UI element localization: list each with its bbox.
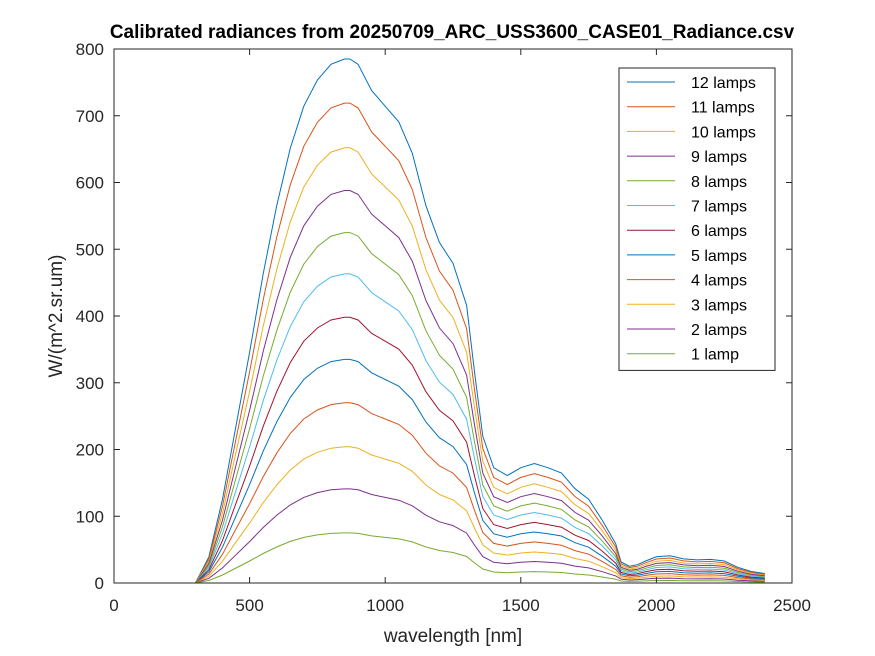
legend-entry-label: 12 lamps xyxy=(691,75,756,92)
legend-entry-label: 11 lamps xyxy=(691,100,755,117)
series-line-2 xyxy=(194,102,765,584)
y-tick-label: 700 xyxy=(76,107,104,126)
series-lines xyxy=(194,58,765,584)
y-ticks: 0 100 200 300 400 500 600 700 800 xyxy=(76,40,792,593)
legend-box xyxy=(618,67,776,371)
series-line-10 xyxy=(195,446,765,584)
x-tick-label: 0 xyxy=(109,596,118,615)
legend: 12 lamps 11 lamps 10 lamps 9 lamps 8 lamps 7 … xyxy=(618,67,776,371)
series-line-6 xyxy=(195,273,765,584)
series-line-7 xyxy=(195,316,765,584)
y-tick-label: 100 xyxy=(76,507,104,526)
legend-entry-label: 7 lamps xyxy=(691,199,747,216)
x-tick-label: 1500 xyxy=(502,596,540,615)
series-line-3 xyxy=(194,147,765,584)
legend-entry-label: 6 lamps xyxy=(691,223,747,240)
legend-entry-label: 3 lamps xyxy=(691,297,747,314)
x-tick-label: 2500 xyxy=(773,596,811,615)
y-tick-label: 0 xyxy=(95,574,104,593)
x-tick-label: 500 xyxy=(235,596,263,615)
series-line-1 xyxy=(194,58,765,584)
y-axis-label: W/(m^2.sr.um) xyxy=(46,255,67,378)
series-line-11 xyxy=(195,488,765,584)
legend-entry-label: 9 lamps xyxy=(691,149,747,166)
x-ticks: 0 500 1000 1500 2000 2500 xyxy=(109,49,811,615)
legend-entry-label: 4 lamps xyxy=(691,273,747,290)
y-tick-label: 300 xyxy=(76,374,104,393)
chart-title: Calibrated radiances from 20250709_ARC_U… xyxy=(110,22,795,43)
y-tick-label: 800 xyxy=(76,40,104,59)
series-line-12 xyxy=(195,532,765,584)
legend-entry-label: 8 lamps xyxy=(691,174,747,191)
series-line-5 xyxy=(195,232,765,584)
legend-entry-label: 1 lamp xyxy=(691,347,739,364)
series-line-9 xyxy=(195,402,765,584)
y-tick-label: 400 xyxy=(76,307,104,326)
series-line-8 xyxy=(195,358,765,584)
legend-entry-label: 2 lamps xyxy=(691,322,747,339)
y-tick-label: 200 xyxy=(76,441,104,460)
series-line-4 xyxy=(194,190,765,584)
y-tick-label: 600 xyxy=(76,174,104,193)
legend-entry-label: 5 lamps xyxy=(691,248,747,265)
legend-entry-label: 10 lamps xyxy=(691,124,756,141)
x-axis-label: wavelength [nm] xyxy=(383,626,522,647)
x-tick-label: 1000 xyxy=(366,596,404,615)
x-tick-label: 2000 xyxy=(637,596,675,615)
y-tick-label: 500 xyxy=(76,240,104,259)
